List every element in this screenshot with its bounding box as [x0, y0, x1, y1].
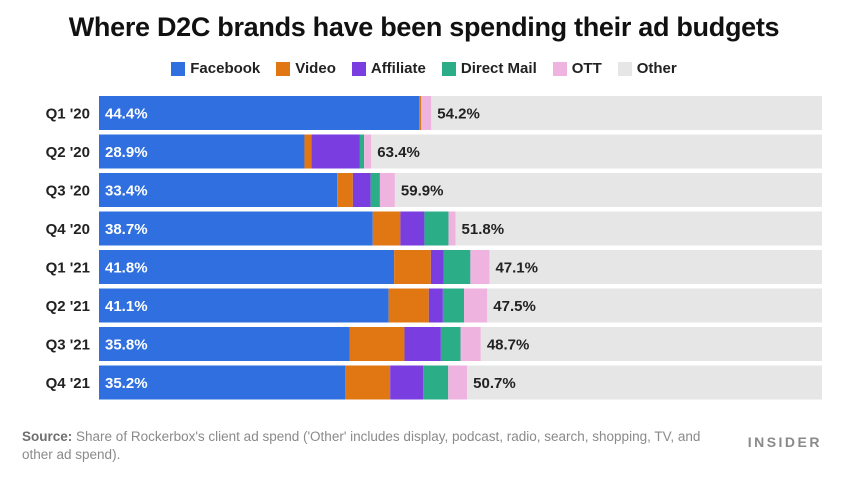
legend-item: Affiliate — [351, 60, 426, 77]
bar-segment-direct-mail — [443, 250, 471, 284]
data-label-facebook: 41.8% — [105, 260, 148, 277]
bar-segment-video — [337, 173, 353, 207]
bar-segment-direct-mail — [424, 211, 449, 246]
bar-segment-facebook — [99, 173, 338, 207]
bar-segment-video — [304, 134, 312, 169]
category-label: Q2 '21 — [46, 298, 90, 315]
bar-segment-direct-mail — [442, 288, 465, 323]
legend-swatch — [441, 61, 456, 76]
legend-swatch — [171, 61, 186, 76]
bar-segment-ott — [448, 211, 456, 246]
data-label-facebook: 28.9% — [105, 144, 148, 161]
bar-segment-ott — [421, 96, 432, 130]
chart-title: Where D2C brands have been spending thei… — [68, 12, 780, 42]
bar-segment-direct-mail — [370, 173, 380, 207]
legend-item: Other — [617, 60, 677, 77]
data-label-facebook: 33.4% — [105, 183, 148, 200]
category-label: Q3 '20 — [46, 183, 90, 200]
bar-segment-ott — [464, 288, 488, 323]
category-label: Q1 '21 — [46, 260, 90, 277]
bar-segment-other — [467, 365, 822, 400]
bar-segment-other — [394, 173, 822, 207]
source-note: Source: Share of Rockerbox's client ad s… — [22, 428, 712, 464]
bar-segment-video — [349, 327, 405, 361]
data-label-facebook: 35.2% — [105, 375, 148, 392]
legend-label: Affiliate — [370, 60, 426, 77]
data-label-other: 63.4% — [377, 144, 420, 161]
bar-segment-direct-mail — [359, 134, 365, 169]
bar-segment-ott — [448, 365, 468, 400]
chart-legend: Facebook Video Affiliate Direct Mail OTT Othe… — [0, 60, 848, 77]
bar-segment-video — [394, 250, 431, 284]
data-label-facebook: 44.4% — [105, 106, 148, 123]
stacked-bar-chart: Q1 '20 44.4% 54.2% Q2 '20 28.9% 63.4% Q3 '20 33… — [46, 96, 822, 400]
legend-item: OTT — [552, 60, 602, 77]
data-label-facebook: 35.8% — [105, 337, 148, 354]
bar-segment-other — [371, 134, 822, 169]
bar-segment-direct-mail — [423, 365, 449, 400]
bar-segment-facebook — [99, 134, 305, 169]
bar-segment-other — [431, 96, 822, 130]
bar-segment-affiliate — [352, 173, 371, 207]
data-label-other: 54.2% — [437, 106, 480, 123]
data-label-other: 51.8% — [462, 221, 505, 238]
bar-segment-facebook — [99, 211, 373, 246]
bar-segment-other — [487, 288, 822, 323]
legend-label: Other — [636, 60, 677, 77]
legend-item: Facebook — [171, 60, 260, 77]
bar-segment-facebook — [99, 96, 420, 130]
bar-segment-ott — [379, 173, 395, 207]
category-label: Q4 '21 — [46, 375, 90, 392]
data-label-facebook: 41.1% — [105, 298, 148, 315]
bar-segment-ott — [460, 327, 481, 361]
insider-logo: INSIDER — [747, 434, 822, 450]
legend-swatch — [617, 61, 632, 76]
legend-swatch — [552, 61, 567, 76]
bar-segment-affiliate — [400, 211, 425, 246]
legend-swatch — [276, 61, 291, 76]
legend-item: Direct Mail — [441, 60, 537, 77]
legend-swatch — [351, 61, 366, 76]
legend-label: Facebook — [190, 60, 261, 77]
category-label: Q1 '20 — [46, 106, 90, 123]
legend-label: Direct Mail — [460, 60, 537, 77]
data-label-other: 47.5% — [493, 298, 536, 315]
data-label-other: 48.7% — [487, 337, 530, 354]
bar-segment-facebook — [99, 288, 389, 323]
source-label: Source: — [22, 429, 73, 444]
bar-segment-video — [372, 211, 401, 246]
bar-segment-video — [345, 365, 391, 400]
category-label: Q3 '21 — [46, 337, 90, 354]
bar-segment-affiliate — [430, 250, 444, 284]
bar-segment-affiliate — [428, 288, 443, 323]
bar-segment-ott — [470, 250, 490, 284]
bar-segment-other — [455, 211, 822, 246]
bar-segment-affiliate — [311, 134, 360, 169]
bar-segment-affiliate — [390, 365, 424, 400]
legend-item: Video — [276, 60, 336, 77]
bar-segment-facebook — [99, 327, 350, 361]
category-label: Q2 '20 — [46, 144, 90, 161]
data-label-other: 50.7% — [473, 375, 516, 392]
bar-segment-facebook — [99, 365, 346, 400]
bar-segment-video — [388, 288, 429, 323]
data-label-other: 59.9% — [401, 183, 444, 200]
bar-segment-other — [480, 327, 822, 361]
bar-segment-other — [489, 250, 822, 284]
source-text: Share of Rockerbox's client ad spend ('O… — [22, 429, 701, 462]
bar-segment-ott — [364, 134, 372, 169]
legend-label: OTT — [571, 60, 602, 77]
bar-segment-affiliate — [404, 327, 441, 361]
bar-segment-video — [419, 96, 422, 130]
category-label: Q4 '20 — [46, 221, 90, 238]
data-label-facebook: 38.7% — [105, 221, 148, 238]
bar-segment-facebook — [99, 250, 395, 284]
bar-segment-direct-mail — [440, 327, 461, 361]
data-label-other: 47.1% — [495, 260, 538, 277]
legend-label: Video — [295, 60, 336, 77]
